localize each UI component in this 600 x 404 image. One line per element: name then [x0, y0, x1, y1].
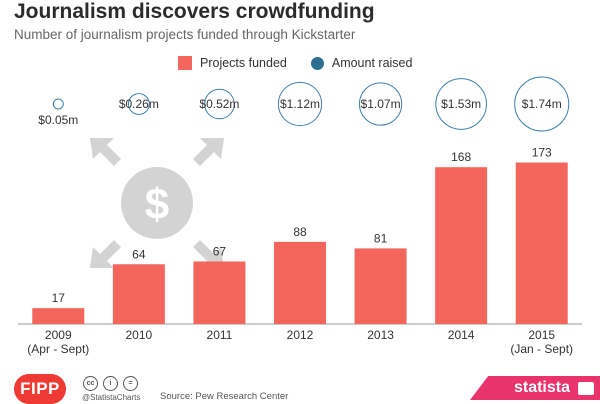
- bars-group: [32, 162, 568, 324]
- amount-bubble-5: [435, 78, 487, 130]
- chart-legend: Projects funded Amount raised: [178, 54, 436, 72]
- bar-value-label-5: 168: [451, 150, 471, 164]
- amount-label-4: $1.07m: [361, 97, 401, 111]
- statista-mark-icon: [578, 382, 594, 395]
- bar-value-label-3: 88: [293, 225, 307, 239]
- x-tick-label-0: 2009 (Apr - Sept): [27, 328, 89, 356]
- bar-2: [193, 261, 246, 324]
- legend-label-amount: Amount raised: [331, 56, 413, 70]
- bar-value-labels: 17 64 67 88 81 168 173: [52, 146, 552, 306]
- bar-0: [32, 308, 85, 324]
- x-tick-label-6: 2015 (Jan - Sept): [510, 328, 573, 356]
- legend-label-projects: Projects funded: [200, 56, 287, 70]
- bar-chart: $ $0.05m $0.26m $0.52m $1.12m $1.07m $1.53m $1…: [18, 76, 582, 356]
- x-tick-label-1: 2010: [126, 328, 153, 342]
- twitter-handle: @StatistaCharts: [82, 393, 141, 402]
- bar-3: [274, 241, 326, 324]
- bar-4: [354, 248, 407, 324]
- footer: FIPP cc i = @StatistaCharts Source: Pew …: [0, 366, 600, 404]
- x-tick-label-4: 2013: [367, 328, 394, 342]
- statista-logo: statista: [513, 379, 570, 396]
- coin-circle: [121, 167, 193, 239]
- nd-icon: =: [123, 376, 138, 391]
- fipp-logo: FIPP: [14, 374, 66, 404]
- x-tick-label-2: 2011: [207, 328, 233, 342]
- amount-label-6: $1.74m: [522, 97, 562, 111]
- cc-icon: cc: [83, 376, 98, 391]
- by-icon: i: [103, 376, 118, 391]
- coin-dollar-sign: $: [145, 180, 169, 229]
- cc-license-icons: cc i =: [83, 376, 143, 391]
- bar-value-label-0: 17: [52, 291, 66, 305]
- bar-1: [112, 264, 165, 324]
- amount-bubble-3: [277, 81, 323, 127]
- bar-6: [515, 162, 568, 324]
- legend-swatch-amount: [310, 56, 324, 70]
- dollar-coin-icon: $: [90, 138, 224, 268]
- amount-bubble-2: [204, 88, 235, 120]
- legend-item-amount: Amount raised: [310, 56, 413, 70]
- source-note: Source: Pew Research Center: [160, 391, 289, 402]
- amount-bubble-6: [514, 76, 570, 132]
- amount-bubble-0: [52, 98, 64, 110]
- amount-label-5: $1.53m: [441, 97, 481, 111]
- bar-value-label-6: 173: [532, 146, 552, 160]
- bar-value-label-2: 67: [213, 244, 227, 258]
- bar-value-label-4: 81: [374, 231, 388, 245]
- amount-label-3: $1.12m: [280, 97, 320, 111]
- amount-bubble-4: [358, 82, 403, 126]
- legend-swatch-projects: [178, 56, 192, 70]
- chart-title: Journalism discovers crowdfunding: [14, 0, 375, 23]
- x-tick-labels: 2009 (Apr - Sept) 2010 2011 2012 2013 2014 2015…: [27, 328, 573, 356]
- amount-bubbles: $0.05m $0.26m $0.52m $1.12m $1.07m $1.53m $1.7…: [38, 76, 570, 132]
- amount-label-1: $0.26m: [119, 97, 159, 111]
- inward-arrows-icon: [90, 138, 224, 268]
- amount-bubble-1: [127, 93, 150, 115]
- x-tick-label-5: 2014: [448, 328, 475, 342]
- amount-label-2: $0.52m: [199, 97, 239, 111]
- chart-subtitle: Number of journalism projects funded thr…: [14, 27, 356, 42]
- bar-value-label-1: 64: [132, 247, 146, 261]
- legend-item-projects: Projects funded: [178, 56, 287, 70]
- amount-label-0: $0.05m: [38, 113, 78, 127]
- x-tick-label-3: 2012: [287, 328, 314, 342]
- bar-5: [435, 167, 488, 324]
